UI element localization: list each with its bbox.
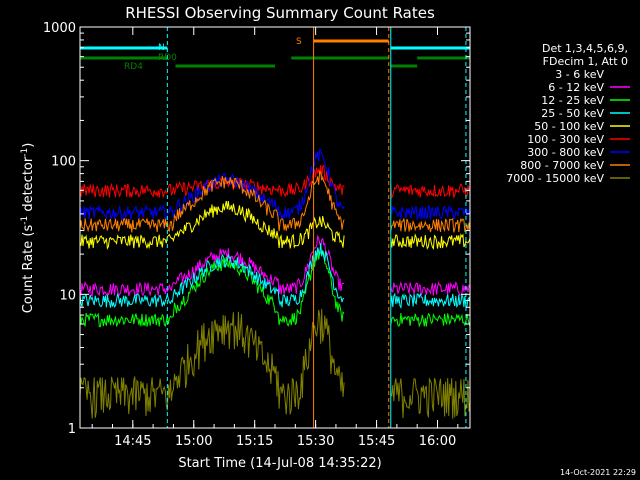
axes-layer: 14:45 15:00 15:15 15:30 15:45 16:00 1 10 100 1000 bbox=[43, 21, 471, 449]
legend-entry-8: 7000 - 15000 keV bbox=[506, 172, 604, 185]
x-tick-label-4: 15:45 bbox=[358, 434, 395, 449]
legend-entry-5: 100 - 300 keV bbox=[527, 133, 604, 146]
series-4 bbox=[79, 200, 471, 251]
flag-label-S: S bbox=[296, 37, 302, 47]
y-tick-label-3: 1000 bbox=[43, 21, 76, 36]
series-5 bbox=[79, 164, 471, 200]
chart-title: RHESSI Observing Summary Count Rates bbox=[125, 4, 435, 22]
series-1 bbox=[79, 234, 471, 298]
legend: Det 1,3,4,5,6,9,FDecim 1, Att 03 - 6 keV… bbox=[506, 42, 630, 185]
flag-label-N: N bbox=[158, 43, 165, 53]
x-tick-label-2: 15:15 bbox=[236, 434, 273, 449]
x-axis-label: Start Time (14-Jul-08 14:35:22) bbox=[178, 456, 381, 471]
y-axis-label-part2: detector bbox=[21, 156, 36, 216]
legend-entry-6: 300 - 800 keV bbox=[527, 146, 604, 159]
x-tick-label-3: 15:30 bbox=[297, 434, 334, 449]
y-axis-label-part3: ) bbox=[21, 143, 36, 148]
y-tick-label-0: 1 bbox=[68, 422, 76, 437]
series-6 bbox=[79, 148, 471, 221]
y-axis-label-sup1: -1 bbox=[20, 216, 30, 225]
legend-entry-7: 800 - 7000 keV bbox=[520, 159, 604, 172]
y-axis-label-part1: Count Rate (s bbox=[21, 225, 36, 314]
flag-label-RD4: RD4 bbox=[124, 62, 143, 72]
legend-entry-0: 3 - 6 keV bbox=[555, 68, 604, 81]
y-axis-label: Count Rate (s-1 detector-1) bbox=[20, 143, 36, 314]
y-tick-label-1: 10 bbox=[59, 288, 76, 303]
y-axis-label-sup2: -1 bbox=[20, 148, 30, 157]
series-2 bbox=[79, 249, 471, 328]
series-7 bbox=[79, 170, 471, 233]
x-tick-label-1: 15:00 bbox=[175, 434, 212, 449]
timestamp: 14-Oct-2021 22:29 bbox=[560, 468, 636, 477]
legend-entry-3: 25 - 50 keV bbox=[541, 107, 604, 120]
series-8 bbox=[79, 308, 471, 419]
x-tick-label-0: 14:45 bbox=[114, 434, 151, 449]
legend-header-0: Det 1,3,4,5,6,9, bbox=[542, 42, 628, 55]
legend-entry-2: 12 - 25 keV bbox=[541, 94, 604, 107]
y-tick-label-2: 100 bbox=[51, 155, 76, 170]
series-layer bbox=[79, 148, 471, 419]
legend-entry-1: 6 - 12 keV bbox=[548, 81, 604, 94]
series-3 bbox=[79, 242, 471, 309]
legend-header-1: FDecim 1, Att 0 bbox=[543, 55, 628, 68]
legend-entry-4: 50 - 100 keV bbox=[534, 120, 604, 133]
x-tick-label-5: 16:00 bbox=[419, 434, 456, 449]
